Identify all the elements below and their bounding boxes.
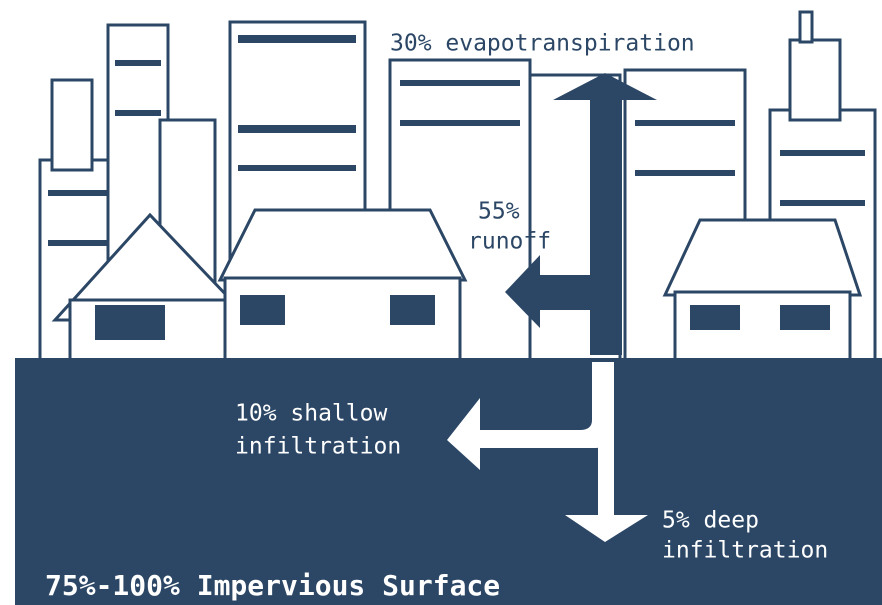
house-roof — [662, 218, 863, 297]
deep-infiltration-label: 5% deep — [662, 508, 759, 534]
windows — [48, 35, 865, 246]
evapotranspiration-label: 30% evapotranspiration — [390, 31, 695, 57]
shallow-infiltration-label: infiltration — [235, 434, 401, 460]
ground — [15, 358, 882, 605]
runoff-label: 55% — [478, 199, 520, 225]
building — [798, 10, 814, 44]
runoff-arrow — [505, 255, 596, 328]
shallow-infiltration-arrow — [447, 362, 606, 470]
runoff-label: runoff — [468, 229, 551, 255]
shallow-infiltration-label: 10% shallow — [235, 401, 387, 427]
house-roof — [217, 208, 468, 282]
building — [788, 38, 842, 122]
surface-label: 75%-100% Impervious Surface — [45, 569, 500, 602]
deep-infiltration-arrow — [565, 362, 648, 542]
evapotranspiration-arrow — [553, 73, 657, 355]
city-skyline — [38, 10, 877, 362]
building — [50, 78, 94, 172]
deep-infiltration-label: infiltration — [662, 538, 828, 564]
